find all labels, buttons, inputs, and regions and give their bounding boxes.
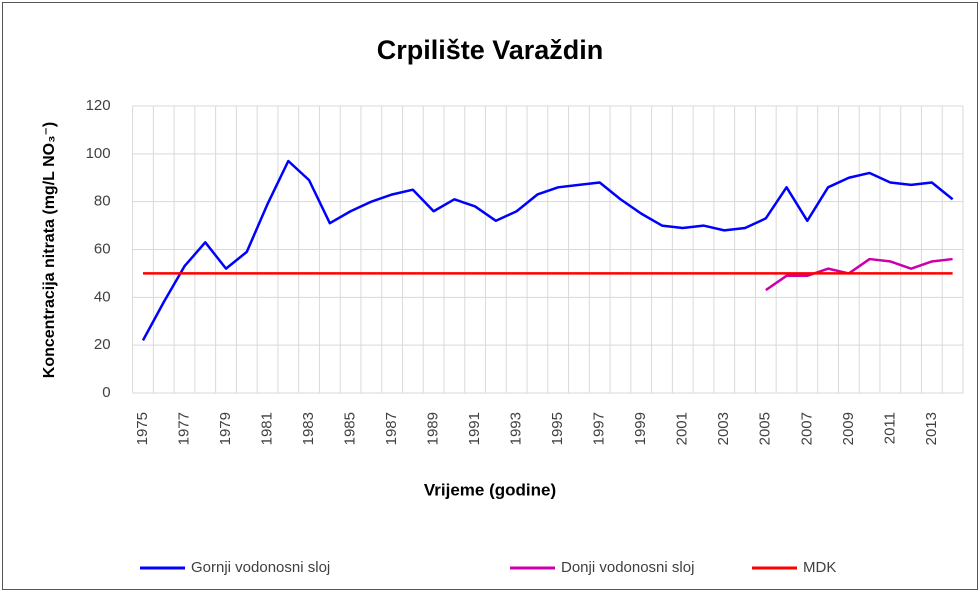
x-tick-label: 1999 bbox=[632, 412, 649, 445]
x-tick-label: 2009 bbox=[840, 412, 857, 445]
legend-label: MDK bbox=[803, 559, 836, 576]
y-tick-label: 120 bbox=[86, 97, 111, 114]
x-tick-label: 1987 bbox=[383, 412, 400, 445]
y-tick-label: 60 bbox=[94, 240, 111, 257]
x-tick-label: 1977 bbox=[175, 412, 192, 445]
x-tick-label: 1979 bbox=[217, 412, 234, 445]
x-tick-label: 2005 bbox=[757, 412, 774, 445]
legend-label: Gornji vodonosni sloj bbox=[191, 559, 330, 576]
x-tick-label: 2001 bbox=[674, 412, 691, 445]
x-axis-title: Vrijeme (godine) bbox=[424, 480, 556, 499]
x-tick-label: 1983 bbox=[300, 412, 317, 445]
series-line bbox=[141, 159, 954, 341]
chart-title: Crpilište Varaždin bbox=[377, 35, 604, 65]
x-tick-label: 1991 bbox=[466, 412, 483, 445]
x-tick-label: 1981 bbox=[259, 412, 276, 445]
y-tick-label: 0 bbox=[102, 384, 110, 401]
x-tick-label: 1985 bbox=[342, 412, 359, 445]
x-tick-label: 1993 bbox=[508, 412, 525, 445]
y-tick-label: 100 bbox=[86, 145, 111, 162]
x-tick-label: 2013 bbox=[923, 412, 940, 445]
y-tick-label: 40 bbox=[94, 288, 111, 305]
x-tick-label: 1989 bbox=[425, 412, 442, 445]
x-tick-label: 2011 bbox=[881, 412, 898, 444]
x-tick-label: 2007 bbox=[798, 412, 815, 445]
series-line bbox=[765, 257, 953, 292]
y-tick-label: 20 bbox=[94, 336, 111, 353]
x-tick-label: 2003 bbox=[715, 412, 732, 445]
x-tick-label: 1975 bbox=[134, 412, 151, 445]
y-axis-title: Koncentracija nitrata (mg/L NO₃⁻) bbox=[41, 122, 58, 378]
y-tick-label: 80 bbox=[94, 193, 111, 210]
x-tick-label: 1995 bbox=[549, 412, 566, 445]
legend-label: Donji vodonosni sloj bbox=[561, 559, 694, 576]
x-tick-label: 1997 bbox=[591, 412, 608, 445]
